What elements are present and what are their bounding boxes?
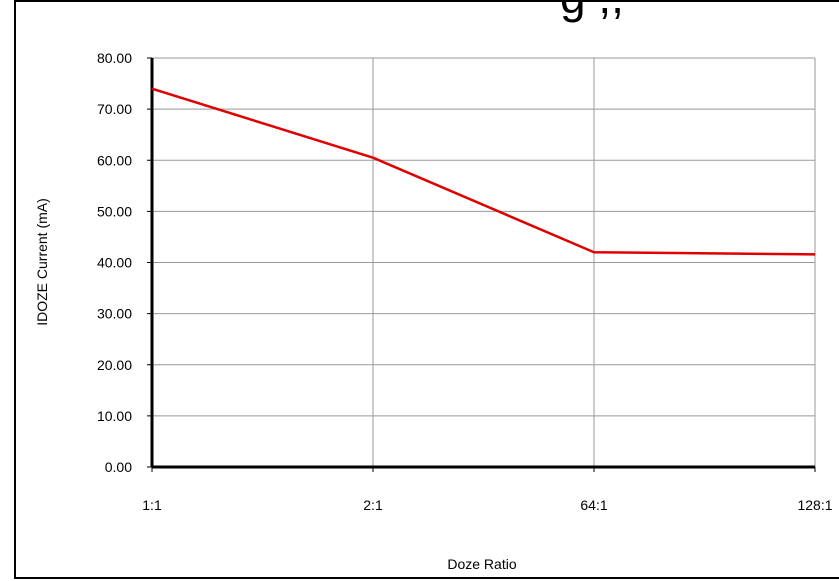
- chart-grid: [152, 57, 816, 467]
- y-tick-label: 40.00: [97, 255, 132, 271]
- y-tick-labels: 0.00 10.00 20.00 30.00 40.00 50.00 60.00 70.00 8…: [97, 50, 132, 475]
- y-tick-label: 10.00: [97, 408, 132, 424]
- y-tick-label: 0.00: [105, 459, 132, 475]
- clipped-title: g ,,: [560, 0, 624, 24]
- chart-frame: [14, 0, 839, 579]
- data-point: [151, 88, 153, 90]
- data-point: [593, 251, 595, 253]
- x-tick-label: 128:1: [797, 497, 832, 513]
- y-tick-label: 50.00: [97, 203, 132, 219]
- x-tick-label: 2:1: [363, 497, 383, 513]
- x-tick-label: 64:1: [580, 497, 607, 513]
- y-tick-label: 60.00: [97, 152, 132, 168]
- chart-series: [151, 87, 816, 256]
- chart-axes: [147, 57, 816, 472]
- data-point: [814, 253, 816, 255]
- data-point: [372, 157, 374, 159]
- y-tick-label: 80.00: [97, 50, 132, 66]
- x-tick-label: 1:1: [142, 497, 162, 513]
- y-tick-label: 70.00: [97, 101, 132, 117]
- y-tick-label: 30.00: [97, 306, 132, 322]
- series-line: [151, 87, 816, 256]
- x-axis-title: Doze Ratio: [447, 556, 516, 572]
- y-axis-title: IDOZE Current (mA): [34, 198, 50, 326]
- x-tick-labels: 1:1 2:1 64:1 128:1: [142, 497, 832, 513]
- y-tick-label: 20.00: [97, 357, 132, 373]
